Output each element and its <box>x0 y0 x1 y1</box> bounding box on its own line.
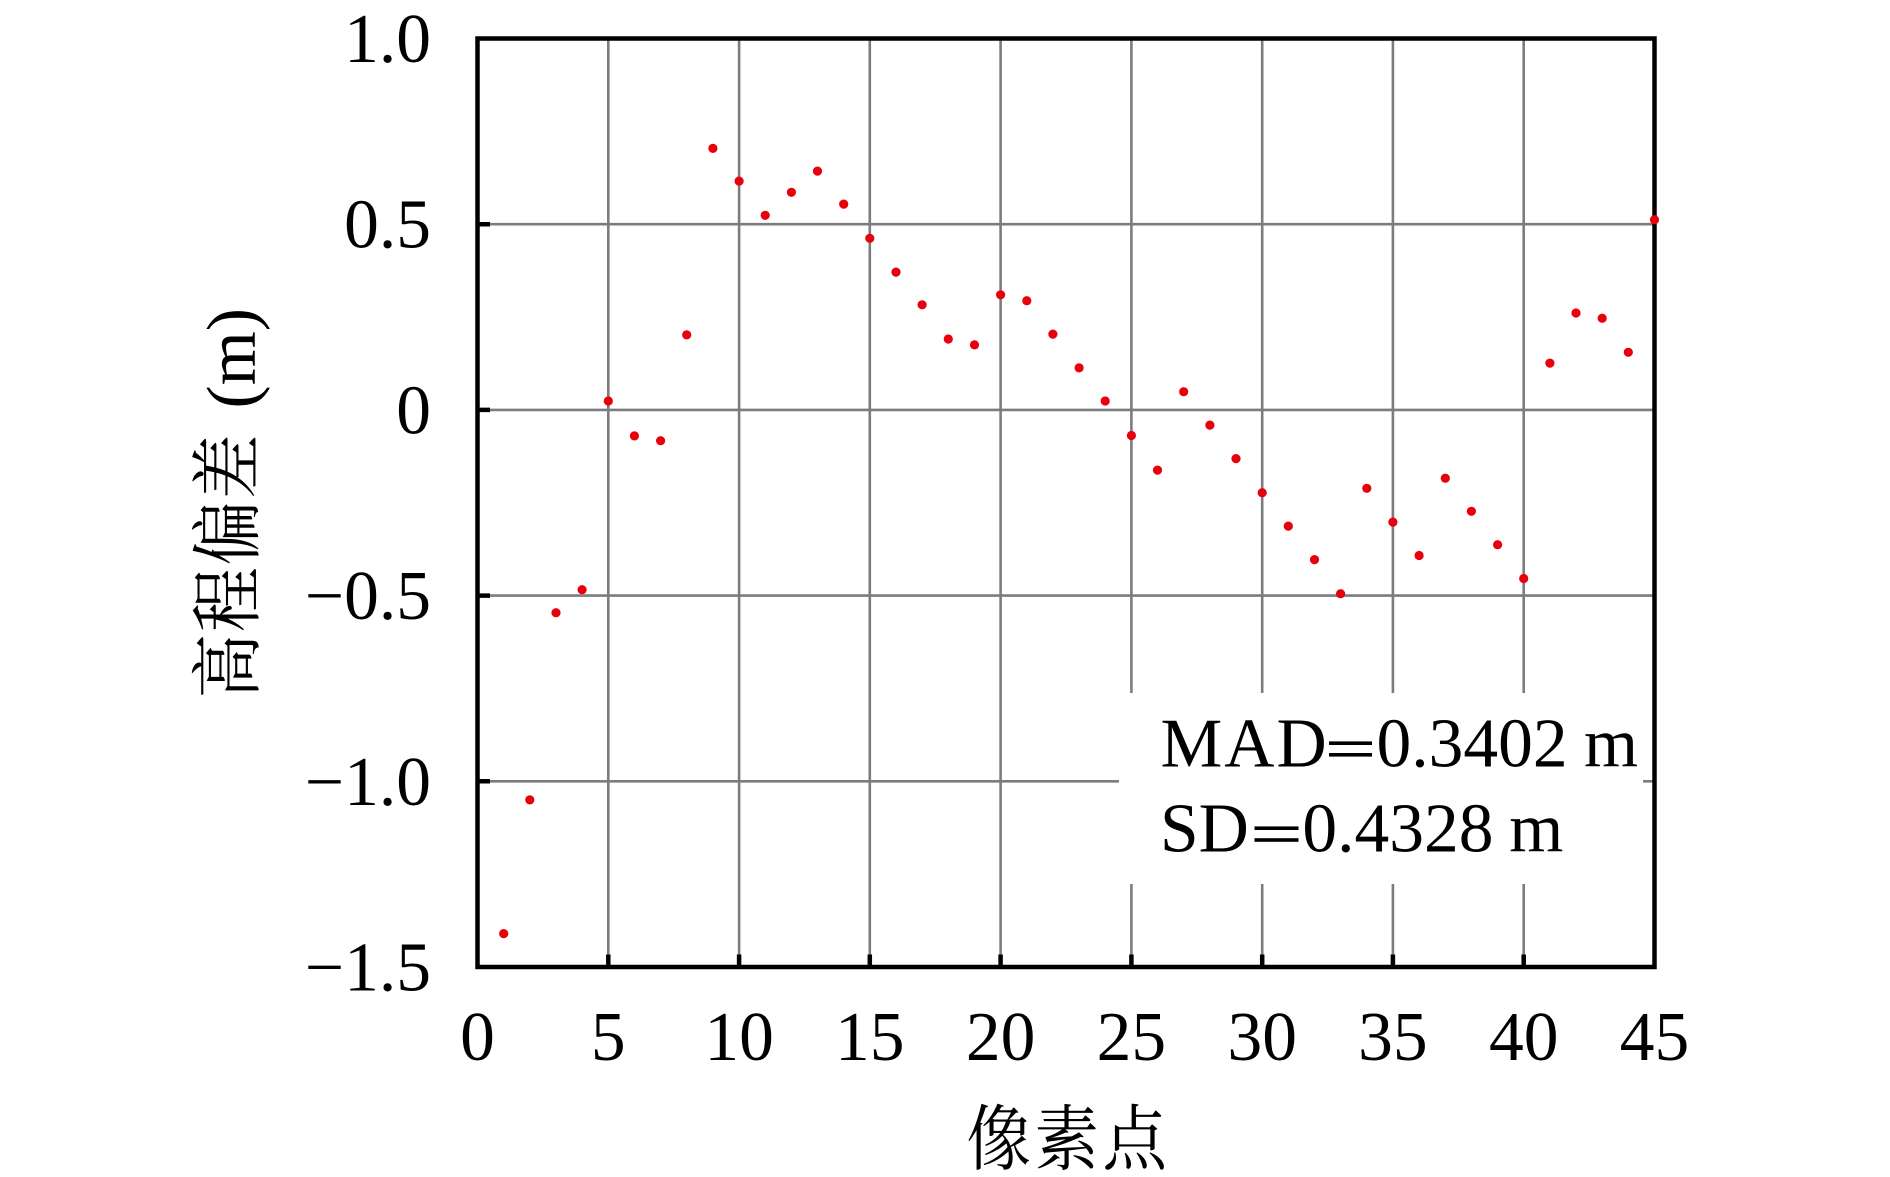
svg-text:−1.5: −1.5 <box>305 930 431 1007</box>
svg-text:0: 0 <box>396 372 431 449</box>
svg-text:40: 40 <box>1489 999 1559 1076</box>
svg-text:35: 35 <box>1358 999 1428 1076</box>
svg-text:15: 15 <box>835 999 905 1076</box>
svg-text:5: 5 <box>591 999 626 1076</box>
svg-text:m: m <box>1584 706 1638 783</box>
svg-text:1.0: 1.0 <box>344 1 431 78</box>
svg-text:−1.0: −1.0 <box>305 744 431 821</box>
svg-text:45: 45 <box>1620 999 1690 1076</box>
svg-text:0: 0 <box>460 999 495 1076</box>
svg-text:25: 25 <box>1097 999 1167 1076</box>
svg-text:0.4328: 0.4328 <box>1302 791 1493 868</box>
svg-text:m: m <box>1509 791 1563 868</box>
svg-text:MAD: MAD <box>1161 706 1329 783</box>
svg-text:0.5: 0.5 <box>344 187 431 264</box>
svg-text:0.3402: 0.3402 <box>1377 706 1568 783</box>
svg-text:(m): (m) <box>194 308 271 408</box>
svg-text:SD: SD <box>1160 791 1249 868</box>
svg-text:20: 20 <box>966 999 1036 1076</box>
svg-text:10: 10 <box>704 999 774 1076</box>
svg-text:−0.5: −0.5 <box>305 558 431 635</box>
svg-text:30: 30 <box>1227 999 1297 1076</box>
